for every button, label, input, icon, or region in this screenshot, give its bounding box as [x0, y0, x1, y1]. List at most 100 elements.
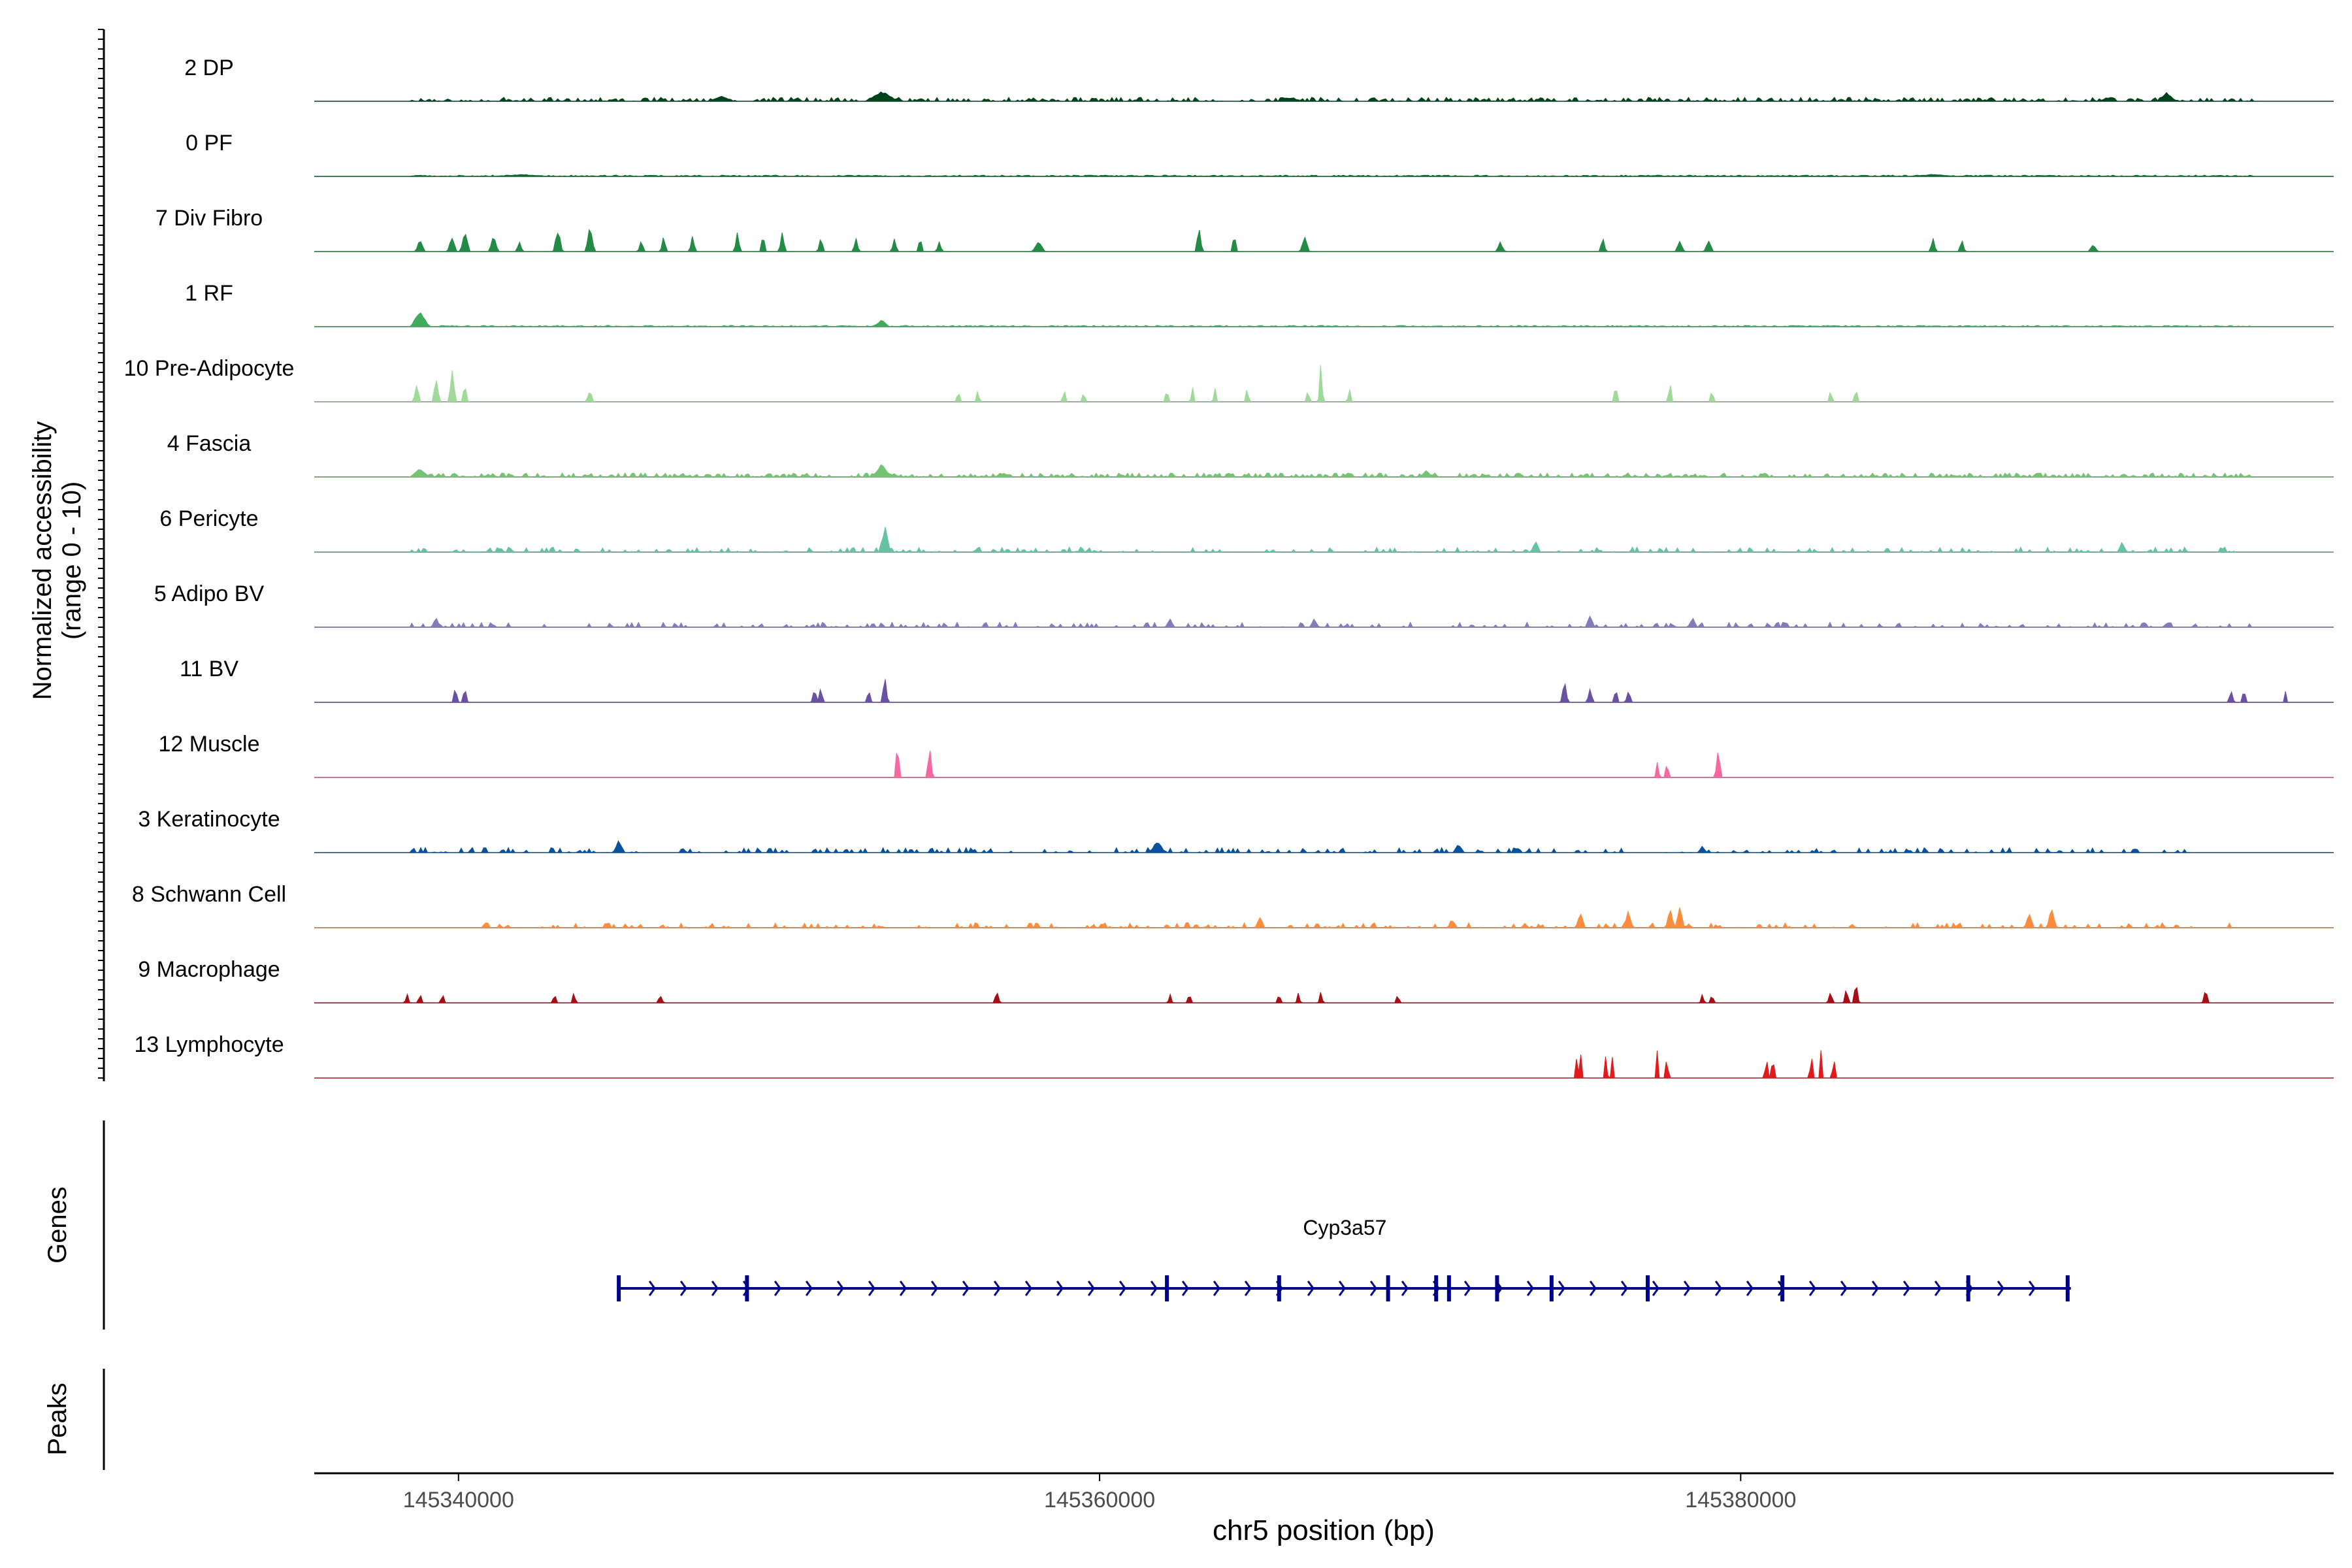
x-axis-label: chr5 position (bp) — [1213, 1514, 1435, 1546]
strand-arrow — [1369, 1281, 1377, 1296]
y-axis — [98, 29, 105, 1081]
track-coverage — [314, 464, 2334, 478]
track-label: 7 Div Fibro — [155, 206, 263, 231]
track-2: 0 PF — [186, 131, 2334, 177]
track-coverage — [314, 174, 2334, 177]
strand-arrow — [1338, 1281, 1346, 1296]
genes-panel: Genes Cyp3a57 — [43, 1120, 2071, 1330]
strand-arrow — [868, 1281, 875, 1296]
track-5: 10 Pre-Adipocyte — [124, 356, 2334, 402]
strand-arrow — [2028, 1281, 2036, 1296]
track-coverage — [314, 91, 2334, 102]
track-coverage — [314, 987, 2334, 1004]
strand-arrow — [648, 1281, 656, 1296]
gene-exon — [745, 1275, 749, 1301]
gene-exon — [1966, 1275, 1970, 1301]
strand-arrow — [805, 1281, 813, 1296]
track-label: 1 RF — [185, 281, 233, 306]
gene-exon — [1549, 1275, 1554, 1301]
track-coverage — [314, 527, 2334, 553]
track-9: 11 BV — [180, 657, 2334, 703]
track-7: 6 Pericyte — [159, 506, 2334, 553]
gene-exon — [1446, 1275, 1451, 1301]
strand-arrow — [1589, 1281, 1597, 1296]
track-label: 11 BV — [180, 657, 238, 681]
strand-arrow — [1024, 1281, 1032, 1296]
y-axis-label: Normalized accessibility — [28, 421, 57, 700]
strand-arrow — [1244, 1281, 1252, 1296]
strand-arrow — [1401, 1281, 1409, 1296]
gene-exon — [1386, 1275, 1390, 1301]
strand-arrow — [993, 1281, 1001, 1296]
strand-arrow — [1181, 1281, 1189, 1296]
track-coverage — [314, 907, 2334, 929]
x-tick-label: 145360000 — [1044, 1488, 1155, 1512]
track-4: 1 RF — [185, 281, 2334, 327]
strand-arrow — [1683, 1281, 1691, 1296]
strand-arrow — [1056, 1281, 1064, 1296]
track-13: 9 Macrophage — [138, 957, 2334, 1004]
strand-arrow — [1119, 1281, 1126, 1296]
strand-arrow — [1526, 1281, 1534, 1296]
strand-arrow — [774, 1281, 781, 1296]
strand-arrow — [1714, 1281, 1722, 1296]
strand-arrow — [1087, 1281, 1095, 1296]
x-axis: 145340000 145360000 145380000 chr5 positio… — [314, 1472, 2334, 1546]
track-coverage — [314, 229, 2334, 252]
track-coverage — [314, 679, 2334, 703]
track-label: 13 Lymphocyte — [134, 1032, 284, 1057]
peaks-panel-label: Peaks — [43, 1382, 72, 1455]
strand-arrow — [1840, 1281, 1848, 1296]
genes-panel-label: Genes — [43, 1186, 72, 1264]
gene-exon — [1780, 1275, 1785, 1301]
strand-arrow — [1871, 1281, 1879, 1296]
gene-exon — [1646, 1275, 1650, 1301]
gene-exon — [617, 1275, 621, 1301]
strand-arrow — [679, 1281, 687, 1296]
track-coverage — [314, 1050, 2334, 1079]
x-tick-label: 145380000 — [1685, 1488, 1796, 1512]
strand-arrow — [1150, 1281, 1158, 1296]
track-6: 4 Fascia — [167, 431, 2334, 478]
track-coverage — [314, 312, 2334, 327]
strand-arrow — [899, 1281, 907, 1296]
track-10: 12 Muscle — [159, 732, 2334, 778]
strand-arrow — [1808, 1281, 1816, 1296]
gene-exon — [1495, 1275, 1499, 1301]
gene-exon — [2065, 1275, 2070, 1301]
track-coverage — [314, 615, 2334, 629]
gene-exon — [1277, 1275, 1281, 1301]
strand-arrow — [1934, 1281, 1942, 1296]
strand-arrow — [962, 1281, 970, 1296]
track-11: 3 Keratinocyte — [138, 807, 2334, 854]
x-tick-label: 145340000 — [403, 1488, 514, 1512]
strand-arrow — [1620, 1281, 1628, 1296]
track-1: 2 DP — [184, 56, 2334, 102]
x-axis-ticks: 145340000 145360000 145380000 — [403, 1473, 1796, 1512]
track-3: 7 Div Fibro — [155, 206, 2334, 252]
track-12: 8 Schwann Cell — [132, 882, 2334, 929]
track-coverage — [314, 840, 2334, 854]
track-label: 12 Muscle — [159, 732, 260, 757]
y-axis-label-range: (range 0 - 10) — [57, 482, 86, 640]
strand-arrow — [1746, 1281, 1754, 1296]
track-label: 4 Fascia — [167, 431, 252, 456]
track-coverage — [314, 750, 2334, 778]
track-coverage — [314, 365, 2334, 402]
track-label: 8 Schwann Cell — [132, 882, 286, 907]
coverage-tracks: 2 DP 0 PF 7 Div Fibro 1 RF 10 Pre-Adipocyte 4… — [124, 56, 2334, 1079]
gene-model — [617, 1275, 2071, 1301]
gene-exon — [1165, 1275, 1169, 1301]
strand-arrow — [1307, 1281, 1315, 1296]
track-label: 6 Pericyte — [159, 506, 258, 531]
strand-arrow — [930, 1281, 938, 1296]
track-label: 10 Pre-Adipocyte — [124, 356, 295, 381]
strand-arrow — [1903, 1281, 1910, 1296]
strand-arrow — [1997, 1281, 2004, 1296]
strand-arrow — [1652, 1281, 1659, 1296]
strand-arrow — [1463, 1281, 1471, 1296]
track-label: 9 Macrophage — [138, 957, 280, 982]
track-label: 2 DP — [184, 56, 234, 80]
strand-arrow — [711, 1281, 719, 1296]
